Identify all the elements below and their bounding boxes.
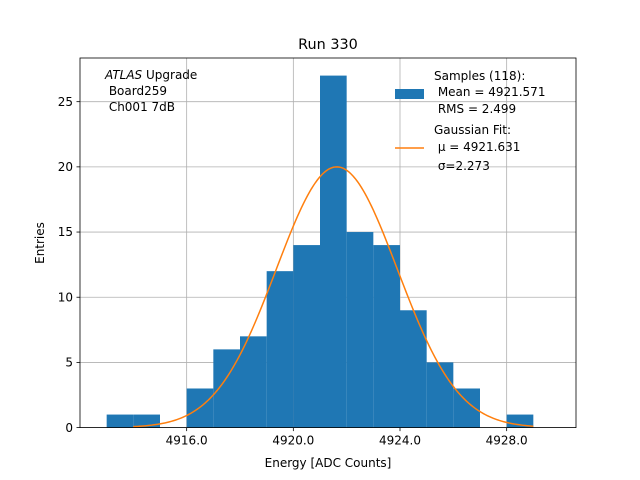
legend-fit-sigma: σ=2.273 — [434, 159, 490, 173]
x-tick-label-0: 4916.0 — [166, 434, 208, 448]
histogram-bar-5 — [240, 336, 267, 428]
histogram-bars — [106, 75, 534, 428]
y-tick-label-1: 5 — [65, 356, 73, 370]
gaussian-fit-curve — [133, 166, 534, 428]
y-tick-label-5: 25 — [58, 95, 73, 109]
annotation-line-1: ATLAS Upgrade — [104, 68, 197, 82]
y-axis-label: Entries — [33, 222, 47, 264]
histogram-bar-6 — [266, 271, 294, 428]
y-tick-label-3: 15 — [58, 225, 73, 239]
atlas-label: ATLAS — [104, 68, 143, 82]
y-axis-ticks: 0 5 10 15 20 25 — [58, 95, 80, 435]
legend-samples-title: Samples (118): — [434, 69, 525, 83]
x-tick-label-2: 4924.0 — [379, 434, 421, 448]
histogram-bar-9 — [346, 232, 374, 428]
histogram-bar-10 — [373, 245, 400, 428]
legend-samples-mean: Mean = 4921.571 — [434, 85, 545, 99]
x-tick-label-1: 4920.0 — [272, 434, 314, 448]
histogram-bar-11 — [400, 310, 427, 428]
annotation-channel: Ch001 7dB — [105, 100, 175, 114]
legend: Samples (118): Mean = 4921.571 RMS = 2.4… — [395, 69, 545, 173]
histogram-bar-0 — [106, 414, 134, 428]
legend-fit-mu: μ = 4921.631 — [434, 140, 520, 154]
y-tick-label-2: 10 — [58, 290, 73, 304]
x-axis-ticks: 4916.0 4920.0 4924.0 4928.0 — [166, 427, 528, 448]
histogram-bar-8 — [320, 75, 347, 428]
chart-title: Run 330 — [298, 37, 358, 53]
legend-samples-rms: RMS = 2.499 — [434, 102, 516, 116]
y-tick-label-0: 0 — [65, 421, 73, 435]
legend-samples-swatch — [395, 89, 424, 99]
x-axis-label: Energy [ADC Counts] — [265, 456, 392, 470]
plot-frame — [79, 57, 577, 429]
histogram-bar-7 — [293, 245, 320, 428]
y-tick-label-4: 20 — [58, 160, 73, 174]
x-tick-label-3: 4928.0 — [486, 434, 528, 448]
legend-fit-title: Gaussian Fit: — [434, 123, 511, 137]
upgrade-label: Upgrade — [142, 68, 197, 82]
annotation-board: Board259 — [105, 84, 167, 98]
histogram-bar-12 — [426, 362, 454, 428]
